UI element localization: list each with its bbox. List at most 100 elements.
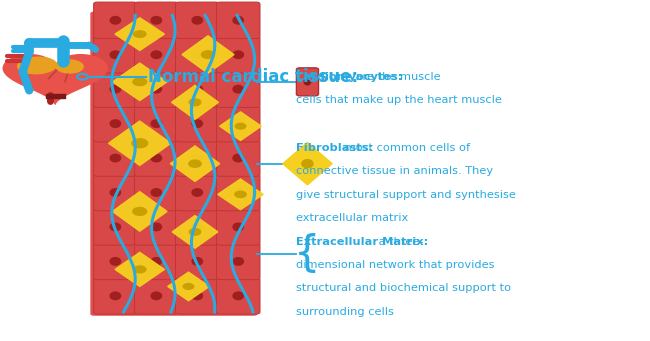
Text: a three-: a three- bbox=[375, 237, 423, 247]
FancyBboxPatch shape bbox=[176, 243, 219, 280]
Ellipse shape bbox=[151, 292, 161, 299]
Text: cells that make up the heart muscle: cells that make up the heart muscle bbox=[296, 95, 502, 105]
Ellipse shape bbox=[56, 60, 83, 73]
Ellipse shape bbox=[132, 139, 148, 148]
Ellipse shape bbox=[235, 191, 246, 197]
Ellipse shape bbox=[133, 78, 146, 86]
Text: structural and biochemical support to: structural and biochemical support to bbox=[296, 283, 511, 293]
FancyBboxPatch shape bbox=[94, 140, 137, 176]
Polygon shape bbox=[218, 179, 263, 210]
Ellipse shape bbox=[202, 51, 214, 58]
Ellipse shape bbox=[110, 223, 121, 231]
Ellipse shape bbox=[192, 120, 203, 128]
Ellipse shape bbox=[110, 154, 121, 162]
Ellipse shape bbox=[233, 16, 243, 24]
Ellipse shape bbox=[192, 223, 203, 231]
FancyBboxPatch shape bbox=[94, 174, 137, 211]
FancyBboxPatch shape bbox=[94, 209, 137, 245]
Ellipse shape bbox=[192, 292, 203, 299]
Text: give structural support and synthesise: give structural support and synthesise bbox=[296, 190, 515, 199]
Ellipse shape bbox=[183, 284, 194, 289]
FancyBboxPatch shape bbox=[216, 278, 260, 314]
FancyBboxPatch shape bbox=[135, 209, 178, 245]
Ellipse shape bbox=[151, 154, 161, 162]
Text: Cardiomyocytes:: Cardiomyocytes: bbox=[296, 72, 403, 81]
Polygon shape bbox=[168, 272, 209, 301]
Ellipse shape bbox=[133, 207, 146, 216]
Ellipse shape bbox=[134, 266, 146, 273]
Ellipse shape bbox=[151, 51, 161, 59]
Ellipse shape bbox=[192, 189, 203, 196]
Ellipse shape bbox=[302, 160, 313, 168]
Ellipse shape bbox=[151, 223, 161, 231]
FancyBboxPatch shape bbox=[176, 209, 219, 245]
FancyBboxPatch shape bbox=[216, 105, 260, 142]
Polygon shape bbox=[109, 121, 171, 165]
Ellipse shape bbox=[233, 120, 243, 128]
Text: are the muscle: are the muscle bbox=[352, 72, 441, 81]
Polygon shape bbox=[115, 18, 164, 50]
Ellipse shape bbox=[151, 258, 161, 265]
FancyBboxPatch shape bbox=[176, 140, 219, 176]
Text: {: { bbox=[294, 233, 320, 275]
FancyBboxPatch shape bbox=[135, 140, 178, 176]
FancyBboxPatch shape bbox=[135, 36, 178, 73]
Ellipse shape bbox=[233, 189, 243, 196]
Ellipse shape bbox=[188, 160, 202, 167]
FancyBboxPatch shape bbox=[216, 140, 260, 176]
Ellipse shape bbox=[192, 85, 203, 93]
Ellipse shape bbox=[151, 85, 161, 93]
FancyBboxPatch shape bbox=[216, 209, 260, 245]
Ellipse shape bbox=[110, 120, 121, 128]
Ellipse shape bbox=[151, 189, 161, 196]
FancyBboxPatch shape bbox=[94, 71, 137, 107]
Polygon shape bbox=[182, 36, 234, 73]
Polygon shape bbox=[283, 143, 332, 185]
FancyBboxPatch shape bbox=[90, 12, 257, 316]
FancyBboxPatch shape bbox=[135, 105, 178, 142]
Text: dimensional network that provides: dimensional network that provides bbox=[296, 260, 494, 270]
Ellipse shape bbox=[110, 51, 121, 59]
FancyBboxPatch shape bbox=[216, 2, 260, 39]
Ellipse shape bbox=[110, 292, 121, 299]
Ellipse shape bbox=[233, 223, 243, 231]
FancyBboxPatch shape bbox=[135, 71, 178, 107]
Text: Fibroblasts:: Fibroblasts: bbox=[296, 143, 372, 153]
Polygon shape bbox=[3, 55, 107, 104]
FancyBboxPatch shape bbox=[94, 2, 137, 39]
FancyBboxPatch shape bbox=[94, 105, 137, 142]
Ellipse shape bbox=[151, 120, 161, 128]
Ellipse shape bbox=[192, 16, 203, 24]
FancyBboxPatch shape bbox=[94, 36, 137, 73]
Ellipse shape bbox=[192, 258, 203, 265]
Ellipse shape bbox=[110, 16, 121, 24]
FancyBboxPatch shape bbox=[216, 243, 260, 280]
FancyBboxPatch shape bbox=[135, 243, 178, 280]
Ellipse shape bbox=[189, 99, 201, 106]
FancyBboxPatch shape bbox=[94, 278, 137, 314]
FancyBboxPatch shape bbox=[176, 36, 219, 73]
FancyBboxPatch shape bbox=[296, 68, 318, 96]
Ellipse shape bbox=[189, 228, 201, 235]
FancyBboxPatch shape bbox=[94, 243, 137, 280]
Ellipse shape bbox=[233, 51, 243, 59]
Ellipse shape bbox=[304, 79, 311, 85]
Ellipse shape bbox=[110, 85, 121, 93]
Ellipse shape bbox=[134, 31, 146, 38]
Text: extracellular matrix: extracellular matrix bbox=[296, 213, 408, 223]
FancyBboxPatch shape bbox=[176, 278, 219, 314]
FancyBboxPatch shape bbox=[176, 71, 219, 107]
Ellipse shape bbox=[18, 57, 57, 74]
Polygon shape bbox=[170, 146, 220, 181]
Polygon shape bbox=[172, 216, 218, 248]
Ellipse shape bbox=[233, 85, 243, 93]
Ellipse shape bbox=[235, 123, 246, 129]
FancyBboxPatch shape bbox=[176, 2, 219, 39]
Ellipse shape bbox=[192, 154, 203, 162]
Polygon shape bbox=[112, 192, 167, 231]
FancyBboxPatch shape bbox=[216, 174, 260, 211]
Text: surrounding cells: surrounding cells bbox=[296, 307, 394, 316]
Polygon shape bbox=[220, 112, 261, 140]
Text: Extracellular Matrix:: Extracellular Matrix: bbox=[296, 237, 428, 247]
Ellipse shape bbox=[233, 258, 243, 265]
